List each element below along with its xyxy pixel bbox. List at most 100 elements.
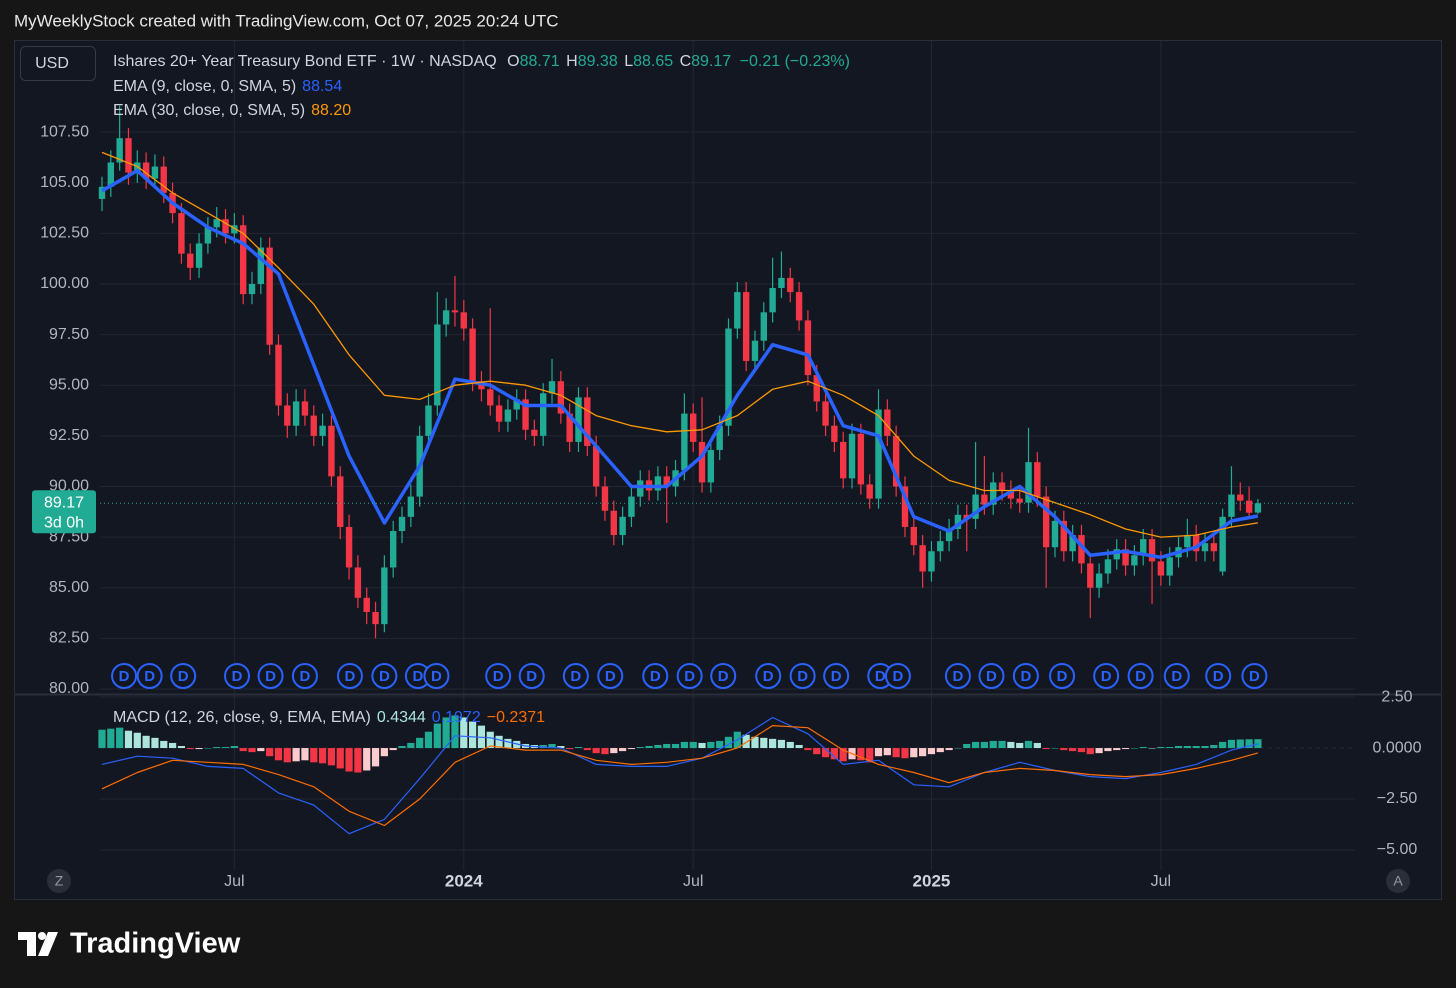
histogram-bar — [689, 741, 697, 749]
candle-body — [681, 413, 688, 471]
dividend-label: D — [797, 668, 808, 685]
candle-body — [601, 486, 609, 511]
dividend-label: D — [1249, 668, 1260, 685]
legend-name: EMA (9, close, 0, SMA, 5) — [113, 78, 296, 95]
dividend-marker — [710, 663, 737, 689]
symbol-title: Ishares 20+ Year Treasury Bond ETF · 1W … — [113, 53, 497, 70]
candle-body — [151, 166, 159, 179]
currency-button[interactable] — [20, 46, 96, 81]
dividend-marker — [1012, 663, 1039, 689]
histogram-bar — [1024, 740, 1033, 749]
histogram-bar — [839, 748, 847, 762]
candle-body — [548, 381, 556, 394]
dividend-marker — [371, 663, 398, 689]
histogram-bar — [98, 729, 106, 749]
y2-tick-label: −2.50 — [1377, 790, 1418, 807]
candle-body — [725, 328, 732, 426]
histogram-bar — [495, 735, 503, 749]
candle-body — [363, 597, 370, 612]
histogram-bar — [1069, 748, 1077, 752]
candle-body — [204, 227, 212, 244]
histogram-bar — [1033, 742, 1041, 749]
dividend-marker — [642, 663, 669, 689]
candle-body — [619, 516, 626, 536]
histogram-bar — [398, 746, 406, 749]
histogram-bar — [919, 748, 927, 757]
candle-body — [425, 405, 432, 436]
dividend-marker — [111, 663, 138, 689]
candle-body — [610, 510, 617, 536]
candle-body — [804, 320, 812, 376]
button-bg[interactable] — [1386, 869, 1410, 893]
histogram-bar — [742, 734, 750, 749]
y-tick-label: 82.50 — [49, 630, 89, 647]
histogram-bar — [318, 748, 327, 764]
button-bg[interactable] — [47, 869, 71, 893]
candle-body — [760, 312, 767, 341]
histogram-bar — [786, 741, 794, 749]
histogram-bar — [1166, 747, 1174, 749]
histogram-bar — [151, 737, 159, 749]
histogram-bar — [460, 717, 468, 749]
candle-body — [531, 429, 538, 436]
candle-body — [1087, 563, 1094, 588]
candle-body — [213, 219, 220, 228]
price-tag-label: 89.17 — [44, 494, 84, 511]
histogram-bar — [1007, 741, 1015, 749]
candle-body — [575, 397, 582, 442]
histogram-bar — [874, 748, 883, 757]
plot: 80.0082.5085.0087.5090.0092.5095.0097.50… — [32, 105, 1422, 890]
histogram-bar — [945, 748, 953, 751]
dividend-label: D — [986, 668, 997, 685]
dividend-label: D — [493, 668, 504, 685]
dividend-label: D — [953, 668, 964, 685]
dividend-label: D — [412, 668, 423, 685]
candle-body — [1157, 561, 1165, 576]
dividend-marker — [884, 663, 911, 689]
histogram-bar — [566, 748, 574, 750]
legend-value: 0.4344 — [377, 709, 426, 726]
candle-body — [319, 425, 326, 436]
dividend-label: D — [1213, 668, 1224, 685]
a-button[interactable]: A — [1393, 873, 1403, 889]
histogram-bar — [336, 748, 344, 769]
candle-body — [1060, 520, 1068, 552]
candle-body — [1192, 535, 1200, 552]
candle-body — [231, 225, 238, 234]
dividend-marker — [1241, 663, 1268, 689]
histogram-bar — [1245, 739, 1253, 749]
candle-body — [990, 482, 997, 505]
histogram-bar — [671, 743, 680, 749]
candle-body — [857, 433, 865, 485]
candle-body — [919, 545, 926, 572]
candle-body — [487, 389, 494, 406]
histogram-bar — [1086, 748, 1094, 755]
dividend-marker — [676, 663, 703, 689]
histogram-bar — [1060, 748, 1068, 751]
candle-body — [187, 253, 194, 268]
candle-body — [98, 186, 106, 199]
ema-legend: EMA (30, close, 0, SMA, 5) 88.20 — [113, 102, 351, 119]
legend-value: 0.1972 — [432, 709, 481, 726]
line — [101, 725, 1259, 827]
dividend-label: D — [526, 668, 537, 685]
histogram-bar — [283, 748, 291, 763]
histogram-bar — [116, 727, 124, 749]
z-button[interactable]: Z — [55, 873, 64, 889]
candle-body — [354, 567, 362, 598]
candle-body — [398, 516, 406, 532]
candle-body — [787, 277, 794, 293]
histogram-bar — [610, 748, 618, 754]
histogram-bar — [927, 748, 936, 755]
candle-body — [945, 528, 953, 542]
dividend-label: D — [684, 668, 695, 685]
candle-body — [707, 450, 715, 483]
candle-body — [716, 425, 723, 451]
histogram-bar — [177, 746, 186, 749]
x-tick-label: 2024 — [445, 871, 483, 890]
candle-body — [981, 494, 988, 505]
histogram-bar — [574, 747, 583, 749]
histogram-bar — [1219, 741, 1227, 749]
histogram-bar — [1183, 746, 1191, 749]
histogram-bar — [1130, 748, 1139, 749]
